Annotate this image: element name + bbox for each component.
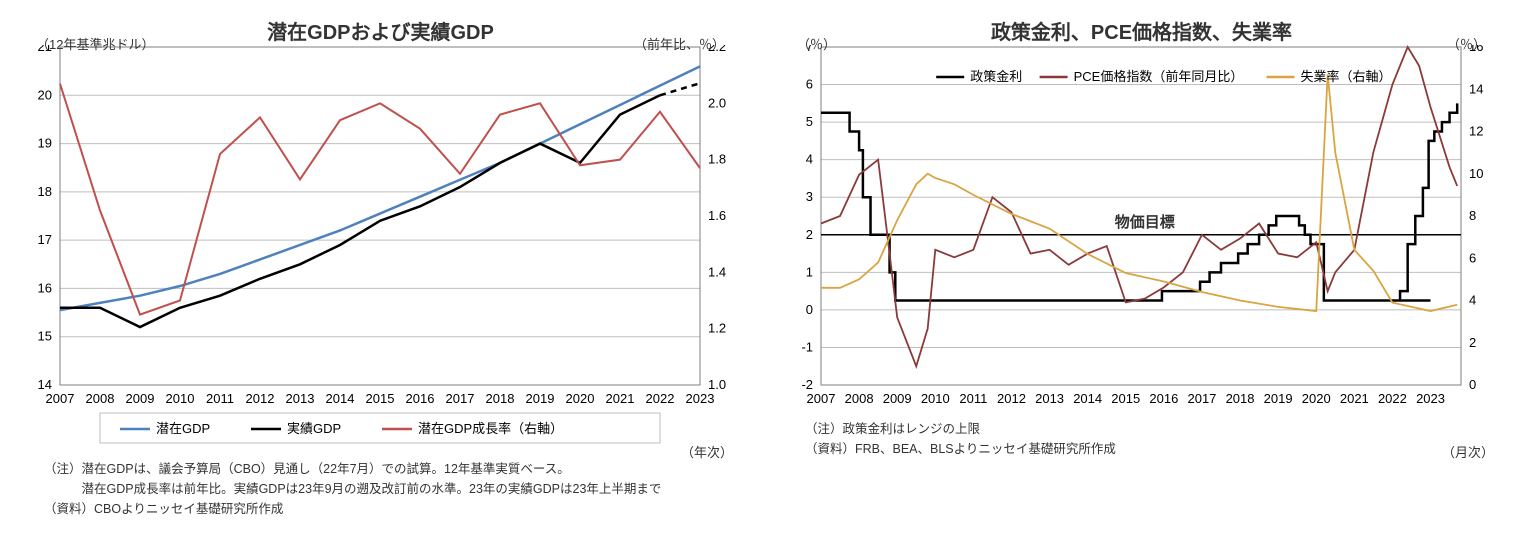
svg-text:2009: 2009 [883,391,912,406]
svg-text:1.8: 1.8 [708,152,726,167]
svg-text:4: 4 [1469,293,1476,308]
svg-text:2008: 2008 [86,391,115,406]
svg-text:2009: 2009 [126,391,155,406]
svg-text:2018: 2018 [1226,391,1255,406]
svg-text:2015: 2015 [366,391,395,406]
svg-text:2014: 2014 [1073,391,1102,406]
svg-text:2017: 2017 [1187,391,1216,406]
svg-text:14: 14 [1469,81,1483,96]
svg-text:1.0: 1.0 [708,377,726,392]
svg-text:2023: 2023 [1416,391,1445,406]
svg-text:4: 4 [806,152,813,167]
svg-text:2014: 2014 [326,391,355,406]
svg-text:2019: 2019 [1264,391,1293,406]
svg-text:失業率（右軸）: 失業率（右軸） [1301,69,1392,84]
y-right-unit-left: （前年比、％） [634,34,725,53]
svg-text:1.2: 1.2 [708,321,726,336]
svg-text:2007: 2007 [807,391,836,406]
svg-text:2023: 2023 [686,391,715,406]
svg-text:2022: 2022 [646,391,675,406]
svg-text:2013: 2013 [286,391,315,406]
svg-text:2: 2 [1469,335,1476,350]
x-axis-unit-right: （月次） [1442,442,1494,461]
svg-text:2013: 2013 [1035,391,1064,406]
svg-text:2015: 2015 [1111,391,1140,406]
svg-text:16: 16 [38,280,52,295]
svg-text:2022: 2022 [1378,391,1407,406]
y-right-unit-right: （％） [1447,34,1486,53]
chart-rates: -2-1012345670246810121416200720082009201… [771,45,1511,415]
svg-text:実績GDP: 実績GDP [287,421,341,436]
svg-text:6: 6 [1469,250,1476,265]
svg-text:2016: 2016 [1149,391,1178,406]
svg-text:12: 12 [1469,124,1483,139]
y-left-unit-left: （12年基準兆ドル） [36,34,154,53]
chart-notes-right: （注）政策金利はレンジの上限（資料）FRB、BEA、BLSよりニッセイ基礎研究所… [805,419,1512,459]
panel-gdp: 潜在GDPおよび実績GDP （12年基準兆ドル） （前年比、％） 1415161… [0,0,761,539]
svg-text:2020: 2020 [1302,391,1331,406]
chart-notes-left: （注）潜在GDPは、議会予算局（CBO）見通し（22年7月）での試算。12年基準… [44,459,751,519]
svg-text:物価目標: 物価目標 [1115,213,1175,231]
svg-text:6: 6 [806,77,813,92]
svg-text:2.0: 2.0 [708,95,726,110]
svg-text:20: 20 [38,87,52,102]
svg-text:2012: 2012 [246,391,275,406]
svg-text:1: 1 [806,264,813,279]
svg-text:潜在GDP: 潜在GDP [156,421,210,436]
svg-text:2008: 2008 [845,391,874,406]
svg-text:19: 19 [38,136,52,151]
svg-text:潜在GDP成長率（右軸）: 潜在GDP成長率（右軸） [418,421,563,436]
svg-text:2: 2 [806,227,813,242]
svg-text:5: 5 [806,114,813,129]
x-axis-unit-left: （年次） [681,442,733,461]
svg-text:1.4: 1.4 [708,264,726,279]
svg-text:2021: 2021 [606,391,635,406]
svg-text:PCE価格指数（前年同月比）: PCE価格指数（前年同月比） [1074,69,1244,84]
svg-text:-1: -1 [801,339,813,354]
svg-text:0: 0 [806,302,813,317]
svg-text:2020: 2020 [566,391,595,406]
svg-text:2010: 2010 [921,391,950,406]
svg-text:政策金利: 政策金利 [970,69,1022,84]
svg-text:1.6: 1.6 [708,208,726,223]
panel-rates: 政策金利、PCE価格指数、失業率 （％） （％） -2-101234567024… [761,0,1522,539]
svg-text:2019: 2019 [526,391,555,406]
svg-text:17: 17 [38,232,52,247]
svg-text:2010: 2010 [166,391,195,406]
y-left-unit-right: （％） [797,34,836,53]
svg-text:2011: 2011 [206,391,234,406]
svg-text:2018: 2018 [486,391,515,406]
chart-title-right: 政策金利、PCE価格指数、失業率 [771,16,1512,45]
svg-text:15: 15 [38,329,52,344]
svg-text:0: 0 [1469,377,1476,392]
svg-text:2016: 2016 [406,391,435,406]
svg-text:18: 18 [38,184,52,199]
svg-text:2021: 2021 [1340,391,1369,406]
svg-text:-2: -2 [801,377,813,392]
chart-gdp: 14151617181920211.01.21.41.61.82.02.2200… [10,45,750,455]
svg-text:2017: 2017 [446,391,475,406]
svg-text:2011: 2011 [959,391,987,406]
svg-text:8: 8 [1469,208,1476,223]
svg-text:14: 14 [38,377,52,392]
svg-text:2007: 2007 [46,391,75,406]
svg-text:3: 3 [806,189,813,204]
svg-text:2012: 2012 [997,391,1026,406]
svg-text:10: 10 [1469,166,1483,181]
